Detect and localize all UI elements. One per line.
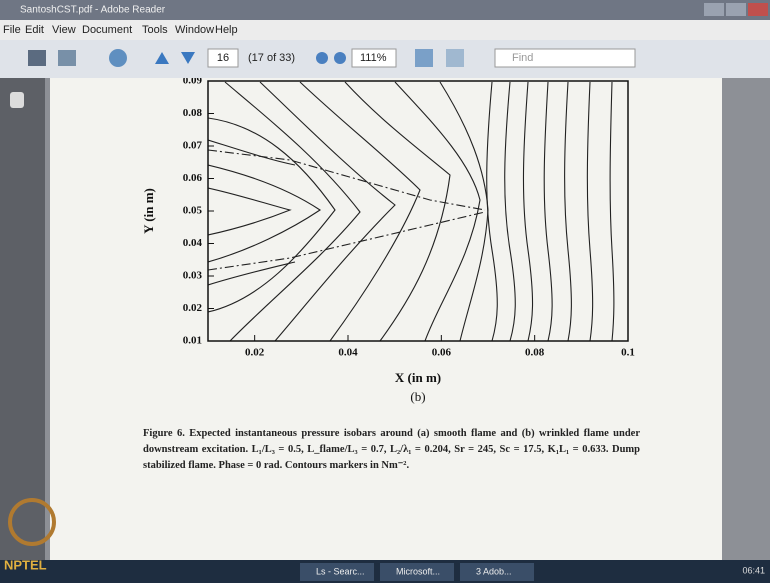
taskbar-items: Ls - Searc... Microsoft... 3 Adob...	[300, 563, 534, 581]
y-tick-label: 0.01	[183, 335, 202, 347]
menu-item[interactable]: File	[3, 24, 21, 36]
page-number: 16	[217, 52, 229, 64]
x-tick-label: 0.04	[338, 347, 358, 359]
menu-item[interactable]: Window	[175, 24, 214, 36]
y-tick-label: 0.02	[183, 302, 203, 314]
taskbar-label: 3 Adob...	[476, 566, 512, 576]
maximize-button[interactable]	[726, 3, 746, 16]
nptel-logo: NPTEL	[4, 557, 47, 572]
pdf-page	[50, 78, 722, 560]
pages-icon[interactable]	[10, 92, 24, 108]
y-tick-label: 0.03	[183, 270, 203, 282]
print-button[interactable]	[28, 50, 46, 66]
x-tick-label: 0.08	[525, 347, 545, 359]
zoom-in-button[interactable]	[334, 52, 346, 64]
x-axis-label: X (in m)	[395, 370, 441, 385]
collaborate-button[interactable]	[109, 49, 127, 67]
side-panel	[0, 78, 45, 560]
page-count: (17 of 33)	[248, 52, 295, 64]
menu-item[interactable]: Help	[215, 24, 238, 36]
screen: X (in m) (b) Y (in m) 0.02 0.04 0.06 0.08 0.…	[0, 0, 770, 583]
close-button[interactable]	[748, 3, 768, 16]
zoom-out-button[interactable]	[316, 52, 328, 64]
menu-item[interactable]: View	[52, 24, 76, 36]
x-tick-label: 0.1	[621, 347, 635, 359]
y-axis-label: Y (in m)	[141, 188, 156, 234]
minimize-button[interactable]	[704, 3, 724, 16]
figure-caption: Figure 6. Expected instantaneous pressur…	[143, 426, 640, 474]
taskbar-label: Ls - Searc...	[316, 566, 365, 576]
y-tick-label: 0.04	[183, 237, 203, 249]
menu-item[interactable]: Edit	[25, 24, 44, 36]
menu-item[interactable]: Document	[82, 24, 132, 36]
find-placeholder: Find	[512, 52, 533, 64]
y-tick-label: 0.08	[183, 107, 203, 119]
fit-width-button[interactable]	[446, 49, 464, 67]
zoom-value: 111%	[360, 52, 387, 64]
email-button[interactable]	[58, 50, 76, 66]
caption-text: Expected instantaneous pressure isobars …	[143, 428, 640, 471]
window-title: SantoshCST.pdf - Adobe Reader	[20, 5, 166, 16]
clock: 06:41	[742, 565, 765, 575]
y-tick-label: 0.05	[183, 205, 203, 217]
caption-label: Figure 6.	[143, 428, 185, 439]
menu-item[interactable]: Tools	[142, 24, 168, 36]
taskbar-label: Microsoft...	[396, 566, 440, 576]
page: X (in m) (b) Y (in m) 0.02 0.04 0.06 0.08 0.…	[0, 0, 770, 583]
x-tick-label: 0.02	[245, 347, 265, 359]
x-tick-label: 0.06	[432, 347, 452, 359]
y-tick-label: 0.07	[183, 140, 203, 152]
subfigure-label: (b)	[410, 389, 425, 404]
fit-page-button[interactable]	[415, 49, 433, 67]
y-tick-label: 0.06	[183, 172, 203, 184]
